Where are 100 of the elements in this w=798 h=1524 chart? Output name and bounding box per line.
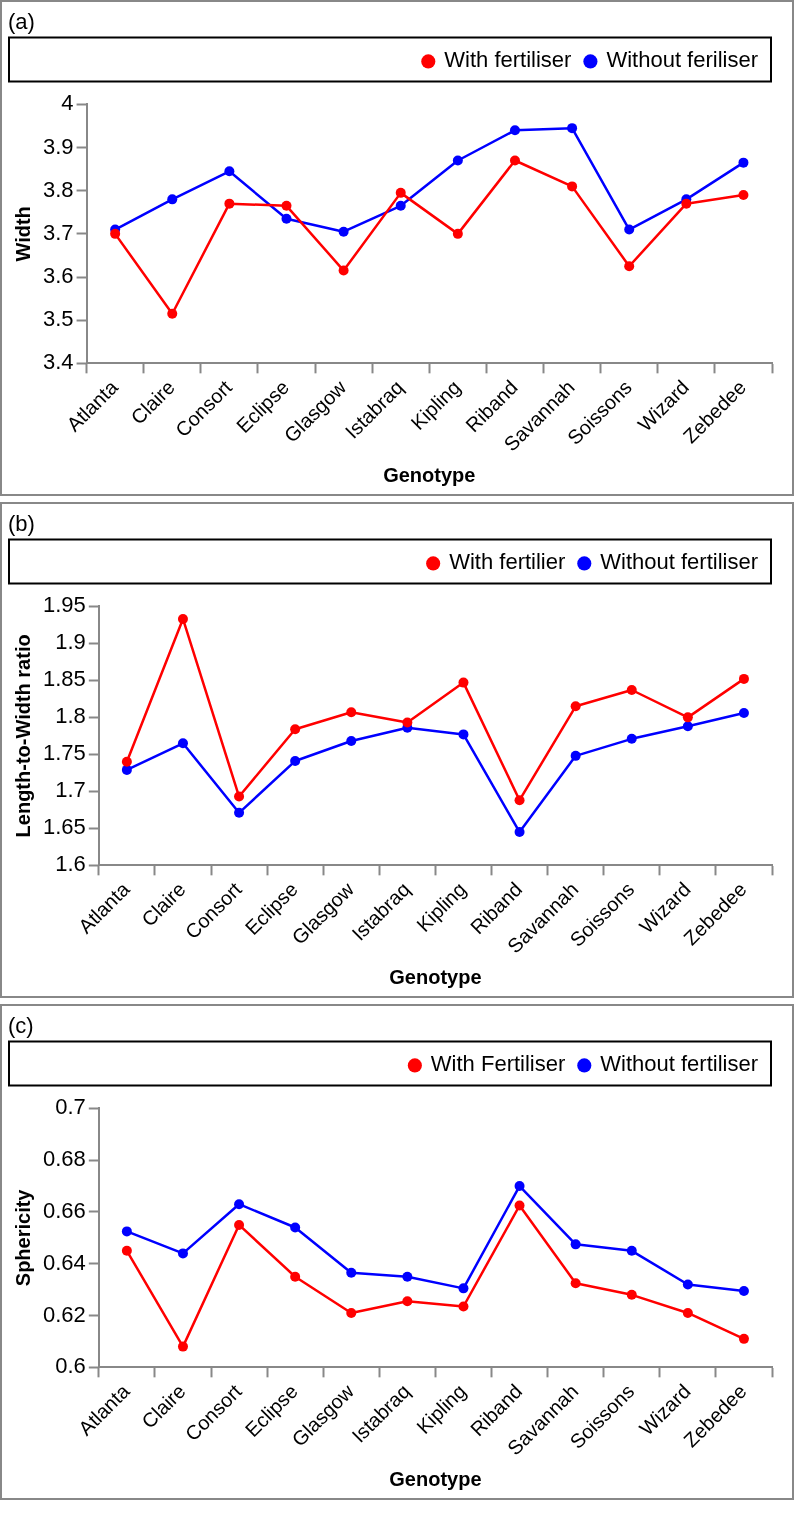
y-tick-label: 3.8 [42, 176, 74, 202]
y-tick-label: 3.4 [42, 349, 74, 375]
point [346, 707, 357, 718]
point [514, 827, 525, 838]
point [738, 1333, 749, 1344]
point [395, 200, 406, 211]
point [626, 685, 637, 695]
point [290, 724, 301, 735]
point [281, 213, 292, 224]
point [514, 1181, 525, 1192]
point [224, 166, 235, 177]
point [738, 190, 749, 201]
point [738, 707, 749, 718]
point [346, 1267, 357, 1278]
chart-title: (c) [8, 1013, 34, 1039]
legend-label: Without fertiliser [600, 1051, 759, 1077]
point [458, 1301, 469, 1312]
point [570, 750, 581, 761]
point [452, 155, 463, 166]
chart-title: (b) [8, 511, 35, 537]
y-axis-title: Sphericity [11, 1188, 34, 1287]
point [177, 1248, 188, 1259]
point [681, 198, 692, 209]
point [624, 261, 635, 272]
point [290, 756, 301, 767]
y-tick-label: 1.75 [42, 740, 86, 766]
x-axis-title: Genotype [389, 1467, 482, 1490]
y-tick-label: 1.85 [42, 666, 86, 692]
y-tick-label: 1.7 [55, 777, 86, 803]
point [682, 1307, 693, 1318]
chart-title: (a) [8, 9, 35, 35]
point [458, 677, 469, 688]
point [626, 1245, 637, 1256]
y-tick-label: 3.7 [42, 219, 74, 245]
y-tick-label: 0.7 [55, 1094, 86, 1120]
point [738, 157, 749, 168]
y-tick-label: 1.6 [55, 851, 86, 877]
point [234, 791, 245, 802]
legend-label: With Fertiliser [430, 1051, 566, 1077]
y-tick-label: 1.9 [55, 629, 86, 655]
y-tick-label: 3.6 [42, 263, 74, 289]
point [509, 155, 520, 166]
y-axis-title: Length-to-Width ratio [11, 634, 34, 838]
point [452, 228, 463, 239]
point [458, 729, 469, 740]
point [395, 187, 406, 198]
point [224, 198, 235, 209]
legend-label: Without fertiliser [600, 549, 759, 575]
point [738, 673, 749, 684]
point [626, 733, 637, 744]
y-tick-label: 0.68 [42, 1146, 86, 1172]
point [290, 1271, 301, 1282]
y-tick-label: 3.9 [42, 133, 74, 159]
y-tick-label: 0.62 [42, 1301, 86, 1327]
point [509, 125, 520, 136]
point [402, 1296, 413, 1307]
point [346, 1307, 357, 1318]
legend-label: With fertiliser [444, 47, 572, 73]
point [626, 1289, 637, 1300]
point [514, 1200, 525, 1211]
point [234, 1219, 245, 1230]
point [177, 1341, 188, 1352]
y-tick-label: 0.6 [55, 1353, 86, 1379]
point [234, 1199, 245, 1210]
legend-label: With fertilier [449, 549, 566, 575]
point [234, 807, 245, 818]
point [567, 123, 578, 134]
point [570, 1239, 581, 1250]
point [738, 1285, 749, 1296]
point [121, 1226, 132, 1237]
point [177, 738, 188, 749]
y-tick-label: 0.64 [42, 1249, 86, 1275]
point [402, 1271, 413, 1282]
point [567, 181, 578, 192]
y-tick-label: 0.66 [42, 1198, 86, 1224]
x-axis-title: Genotype [383, 463, 476, 486]
point [682, 1279, 693, 1290]
point [682, 712, 693, 723]
y-axis-title: Width [11, 206, 34, 262]
point [624, 224, 635, 235]
point [514, 795, 525, 806]
y-tick-label: 1.95 [42, 592, 86, 618]
point [290, 1222, 301, 1233]
point [458, 1283, 469, 1294]
point [346, 736, 357, 747]
point [338, 265, 349, 276]
legend-label: Without feriliser [606, 47, 758, 73]
point [121, 1245, 132, 1256]
point [110, 228, 121, 239]
point [167, 194, 178, 205]
y-tick-label: 1.8 [55, 703, 86, 729]
point [281, 200, 292, 211]
point [167, 308, 178, 319]
point [121, 756, 132, 767]
point [402, 717, 413, 728]
point [338, 226, 349, 237]
x-axis-title: Genotype [389, 965, 482, 988]
point [682, 721, 693, 732]
y-tick-label: 4 [61, 90, 74, 116]
point [570, 1278, 581, 1289]
